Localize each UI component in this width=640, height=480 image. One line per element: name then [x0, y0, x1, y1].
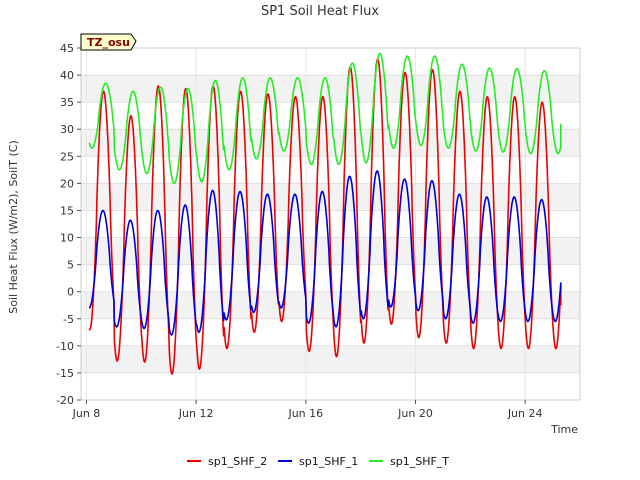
legend-label-sp1_SHF_1: sp1_SHF_1 [299, 455, 358, 468]
y-tick-label: -15 [56, 367, 74, 380]
y-tick-label: 10 [60, 232, 74, 245]
grid-band [81, 345, 580, 373]
x-tick-label: Jun 8 [72, 407, 101, 420]
y-tick-label: 5 [67, 259, 74, 272]
y-tick-label: 40 [60, 69, 74, 82]
y-tick-label: 30 [60, 123, 74, 136]
timezone-badge-label: TZ_osu [87, 36, 130, 49]
x-tick-label: Jun 24 [507, 407, 543, 420]
legend: sp1_SHF_2 sp1_SHF_1 sp1_SHF_T [187, 455, 449, 468]
legend-label-sp1_SHF_2: sp1_SHF_2 [208, 455, 267, 468]
y-axis-ticks: -20 -15 -10 -5 0 5 10 15 20 25 30 35 40 45 [56, 42, 81, 407]
grid-band [81, 183, 580, 211]
x-axis-ticks: Jun 8 Jun 12 Jun 16 Jun 20 Jun 24 [72, 400, 543, 420]
x-tick-label: Jun 16 [287, 407, 323, 420]
series-line-sp1_SHF_1 [88, 170, 562, 336]
y-tick-label: 35 [60, 96, 74, 109]
x-tick-label: Jun 20 [397, 407, 433, 420]
series-line-sp1_SHF_T [88, 52, 562, 185]
y-tick-label: -5 [63, 313, 74, 326]
y-tick-label: 20 [60, 177, 74, 190]
legend-label-sp1_SHF_T: sp1_SHF_T [390, 455, 449, 468]
grid-band [81, 129, 580, 157]
x-axis-label: Time [550, 423, 578, 436]
y-tick-label: 45 [60, 42, 74, 55]
y-tick-label: 25 [60, 150, 74, 163]
x-tick-label: Jun 12 [178, 407, 214, 420]
y-tick-label: 0 [67, 286, 74, 299]
y-axis-label: Soil Heat Flux (W/m2), SoilT (C) [7, 140, 20, 313]
y-tick-label: -20 [56, 394, 74, 407]
y-tick-label: -10 [56, 340, 74, 353]
plot-frame [80, 47, 581, 401]
chart-title: SP1 Soil Heat Flux [261, 4, 379, 19]
series-layer [88, 52, 562, 375]
y-tick-label: 15 [60, 204, 74, 217]
timezone-badge: TZ_osu [80, 33, 137, 51]
